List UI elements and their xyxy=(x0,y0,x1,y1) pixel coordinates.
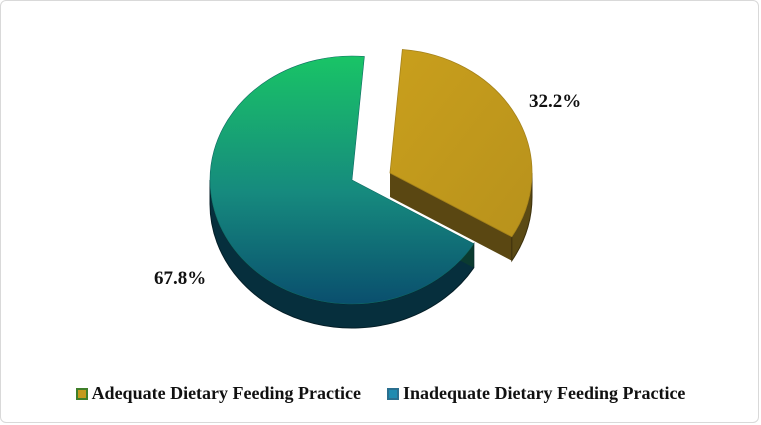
slice-wall-adequate-2 xyxy=(390,173,512,261)
legend-item-inadequate: Inadequate Dietary Feeding Practice xyxy=(386,383,686,404)
legend-swatch-adequate xyxy=(75,387,88,400)
legend-item-adequate: Adequate Dietary Feeding Practice xyxy=(75,383,361,404)
slice-label-inadequate: 67.8% xyxy=(154,268,206,289)
slice-inadequate xyxy=(209,55,475,305)
legend-label-inadequate: Inadequate Dietary Feeding Practice xyxy=(402,383,686,403)
legend-swatch-inadequate xyxy=(386,387,399,400)
legend-label-adequate: Adequate Dietary Feeding Practice xyxy=(91,383,361,403)
slice-label-adequate: 32.2% xyxy=(529,91,581,112)
slice-adequate xyxy=(389,49,533,238)
legend: Adequate Dietary Feeding Practice Inadeq… xyxy=(0,383,761,404)
